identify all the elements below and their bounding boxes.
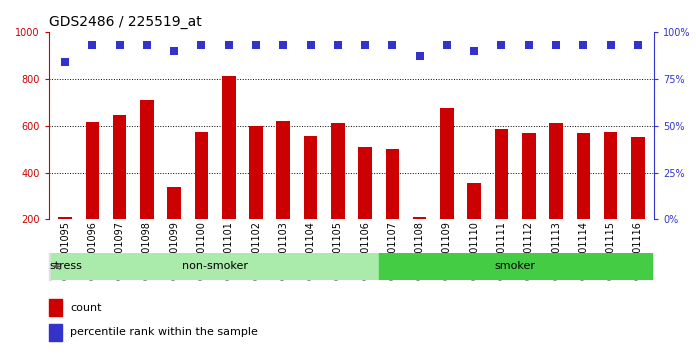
Point	[605, 42, 616, 48]
Text: GSM101116: GSM101116	[633, 221, 643, 280]
Point	[332, 42, 343, 48]
Text: count: count	[70, 303, 102, 313]
Point	[305, 42, 316, 48]
Point	[441, 42, 452, 48]
Text: stress: stress	[49, 261, 82, 272]
Point	[87, 42, 98, 48]
Bar	[222, 76, 235, 219]
Text: GSM101108: GSM101108	[415, 221, 425, 280]
Text: non-smoker: non-smoker	[182, 261, 248, 272]
Point	[114, 42, 125, 48]
Text: GSM101103: GSM101103	[278, 221, 288, 280]
Point	[60, 59, 71, 65]
Point	[168, 48, 180, 53]
Bar	[49, 299, 62, 316]
Text: GSM101097: GSM101097	[115, 221, 125, 280]
Text: GSM101115: GSM101115	[606, 221, 615, 280]
Text: smoker: smoker	[495, 261, 536, 272]
Point	[360, 42, 371, 48]
Text: GSM101109: GSM101109	[442, 221, 452, 280]
Bar	[413, 217, 427, 219]
Text: percentile rank within the sample: percentile rank within the sample	[70, 327, 258, 337]
Point	[251, 42, 262, 48]
Text: GDS2486 / 225519_at: GDS2486 / 225519_at	[49, 16, 201, 29]
Bar	[549, 123, 563, 219]
Point	[632, 42, 643, 48]
Bar	[603, 132, 617, 219]
Point	[551, 42, 562, 48]
Bar	[468, 183, 481, 219]
Text: GSM101099: GSM101099	[169, 221, 179, 280]
Point	[496, 42, 507, 48]
Point	[223, 42, 235, 48]
Bar	[379, 253, 651, 280]
Point	[278, 42, 289, 48]
Bar	[303, 136, 317, 219]
Bar	[195, 132, 208, 219]
Text: GSM101114: GSM101114	[578, 221, 588, 280]
Point	[387, 42, 398, 48]
Bar	[140, 100, 154, 219]
Bar	[440, 108, 454, 219]
Point	[141, 42, 152, 48]
Bar	[576, 133, 590, 219]
Text: GSM101112: GSM101112	[524, 221, 534, 280]
Text: GSM101100: GSM101100	[196, 221, 207, 280]
Text: GSM101107: GSM101107	[388, 221, 397, 280]
Bar	[49, 253, 52, 280]
Text: GSM101098: GSM101098	[142, 221, 152, 280]
Point	[523, 42, 535, 48]
Point	[196, 42, 207, 48]
Text: GSM101096: GSM101096	[88, 221, 97, 280]
Bar	[86, 122, 99, 219]
Bar	[386, 149, 400, 219]
Text: GSM101104: GSM101104	[306, 221, 315, 280]
Point	[578, 42, 589, 48]
Point	[414, 53, 425, 59]
Text: GSM101110: GSM101110	[469, 221, 480, 280]
Bar	[52, 253, 379, 280]
Bar	[495, 129, 508, 219]
Bar	[113, 115, 127, 219]
Text: GSM101101: GSM101101	[223, 221, 234, 280]
Bar	[49, 324, 62, 341]
Bar	[522, 133, 536, 219]
Point	[468, 48, 480, 53]
Text: GSM101105: GSM101105	[333, 221, 343, 280]
Bar	[249, 126, 263, 219]
Bar	[331, 123, 345, 219]
Text: GSM101095: GSM101095	[60, 221, 70, 280]
Bar	[167, 187, 181, 219]
Text: GSM101106: GSM101106	[360, 221, 370, 280]
Text: GSM101111: GSM101111	[496, 221, 507, 280]
Bar	[276, 121, 290, 219]
Text: GSM101113: GSM101113	[551, 221, 561, 280]
Text: GSM101102: GSM101102	[251, 221, 261, 280]
Bar	[358, 147, 372, 219]
Bar	[58, 217, 72, 219]
Bar	[631, 137, 644, 219]
